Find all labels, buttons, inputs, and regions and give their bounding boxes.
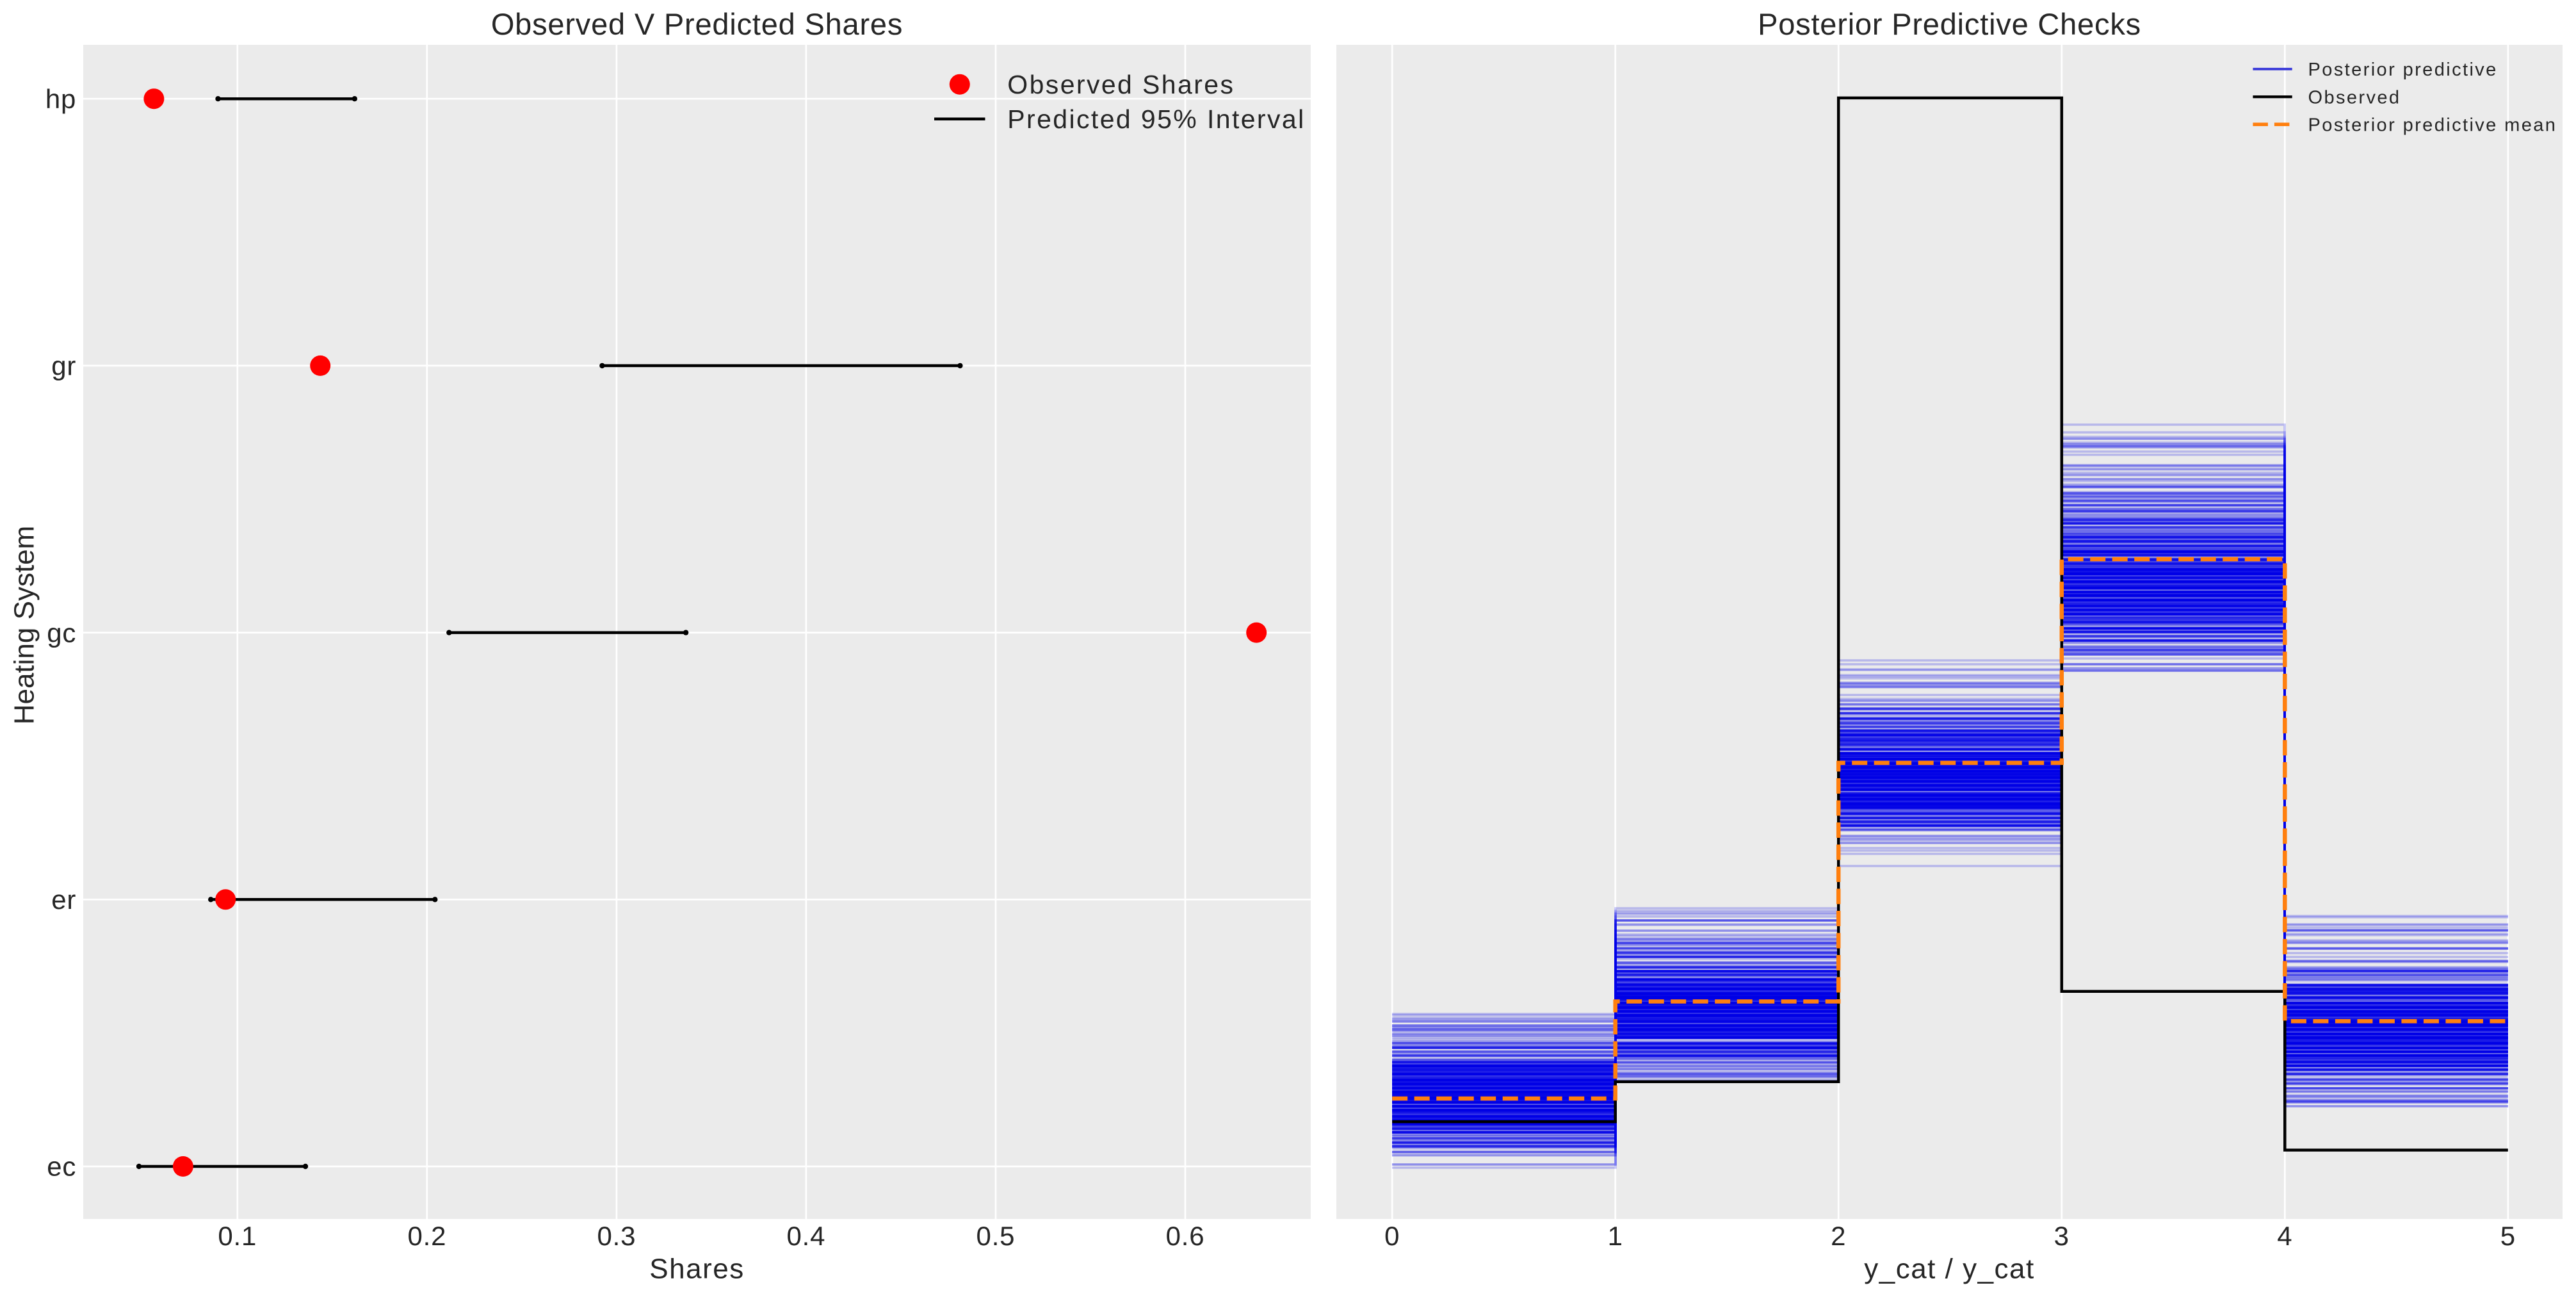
svg-text:y_cat / y_cat: y_cat / y_cat bbox=[1864, 1253, 2035, 1284]
svg-text:Observed V Predicted Shares: Observed V Predicted Shares bbox=[491, 7, 903, 41]
svg-text:1: 1 bbox=[1608, 1221, 1623, 1251]
svg-text:Posterior Predictive Checks: Posterior Predictive Checks bbox=[1758, 7, 2141, 41]
svg-text:0: 0 bbox=[1384, 1221, 1400, 1251]
svg-text:Observed: Observed bbox=[2308, 87, 2401, 108]
svg-text:0.1: 0.1 bbox=[218, 1221, 257, 1251]
svg-text:5: 5 bbox=[2500, 1221, 2516, 1251]
svg-text:Observed Shares: Observed Shares bbox=[1007, 70, 1235, 99]
svg-text:0.4: 0.4 bbox=[787, 1221, 826, 1251]
svg-text:hp: hp bbox=[45, 84, 76, 114]
svg-text:Predicted 95% Interval: Predicted 95% Interval bbox=[1007, 104, 1305, 134]
svg-text:gc: gc bbox=[47, 617, 76, 648]
svg-text:er: er bbox=[51, 885, 76, 915]
svg-text:0.3: 0.3 bbox=[597, 1221, 636, 1251]
svg-text:3: 3 bbox=[2054, 1221, 2070, 1251]
svg-text:Posterior predictive mean: Posterior predictive mean bbox=[2308, 115, 2557, 135]
svg-text:Shares: Shares bbox=[649, 1253, 744, 1284]
svg-text:4: 4 bbox=[2277, 1221, 2292, 1251]
svg-text:0.2: 0.2 bbox=[407, 1221, 446, 1251]
svg-text:gr: gr bbox=[51, 351, 76, 381]
svg-text:Heating System: Heating System bbox=[8, 526, 40, 725]
svg-text:2: 2 bbox=[1831, 1221, 1846, 1251]
svg-text:0.5: 0.5 bbox=[976, 1221, 1016, 1251]
svg-text:0.6: 0.6 bbox=[1166, 1221, 1205, 1251]
svg-text:ec: ec bbox=[47, 1152, 76, 1182]
svg-text:Posterior predictive: Posterior predictive bbox=[2308, 60, 2498, 80]
